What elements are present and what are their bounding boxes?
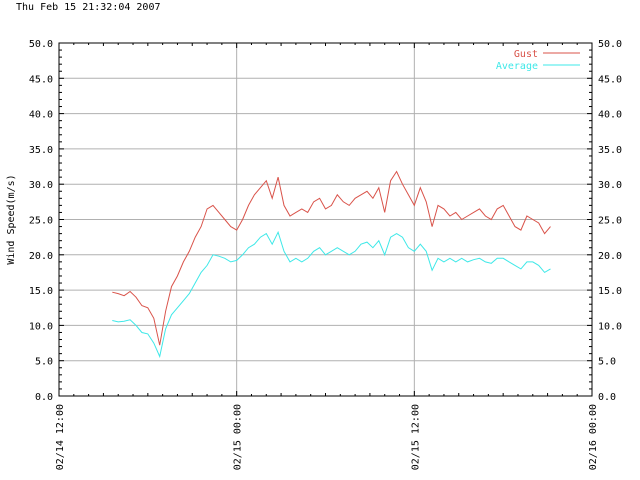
y-tick-label-left: 30.0 <box>29 180 53 191</box>
x-tick-label: 02/15 12:00 <box>410 404 421 470</box>
y-tick-label-right: 20.0 <box>598 251 622 262</box>
y-tick-label-right: 0.0 <box>598 392 616 403</box>
legend-label-gust: Gust <box>514 49 538 60</box>
y-tick-label-left: 10.0 <box>29 321 53 332</box>
legend-label-average: Average <box>496 61 538 72</box>
y-tick-label-left: 15.0 <box>29 286 53 297</box>
y-tick-label-left: 35.0 <box>29 145 53 156</box>
y-tick-label-right: 15.0 <box>598 286 622 297</box>
y-tick-label-right: 10.0 <box>598 321 622 332</box>
y-tick-label-left: 45.0 <box>29 74 53 85</box>
y-tick-label-left: 20.0 <box>29 251 53 262</box>
y-axis-label: Wind Speed(m/s) <box>6 174 17 264</box>
y-tick-label-left: 40.0 <box>29 110 53 121</box>
y-tick-label-right: 50.0 <box>598 39 622 50</box>
timestamp: Thu Feb 15 21:32:04 2007 <box>16 2 161 13</box>
y-tick-label-left: 50.0 <box>29 39 53 50</box>
y-tick-label-right: 35.0 <box>598 145 622 156</box>
grid-lines <box>59 43 592 396</box>
series-line-gust <box>112 170 551 346</box>
y-tick-label-right: 30.0 <box>598 180 622 191</box>
y-tick-label-left: 5.0 <box>35 357 53 368</box>
y-tick-label-left: 25.0 <box>29 216 53 227</box>
x-tick-label: 02/14 12:00 <box>55 404 66 470</box>
y-tick-label-right: 5.0 <box>598 357 616 368</box>
series-lines <box>112 170 551 359</box>
tick-labels: 0.0 0.0 5.0 5.0 10.0 10.0 15.0 15.0 20.0 20.0 25.0… <box>29 39 622 470</box>
x-tick-label: 02/15 00:00 <box>233 404 244 470</box>
series-line-average <box>112 230 551 359</box>
y-tick-label-right: 40.0 <box>598 110 622 121</box>
x-tick-label: 02/16 00:00 <box>588 404 599 470</box>
y-tick-label-right: 45.0 <box>598 74 622 85</box>
y-tick-label-left: 0.0 <box>35 392 53 403</box>
axis-ticks <box>58 42 593 397</box>
y-tick-label-right: 25.0 <box>598 216 622 227</box>
